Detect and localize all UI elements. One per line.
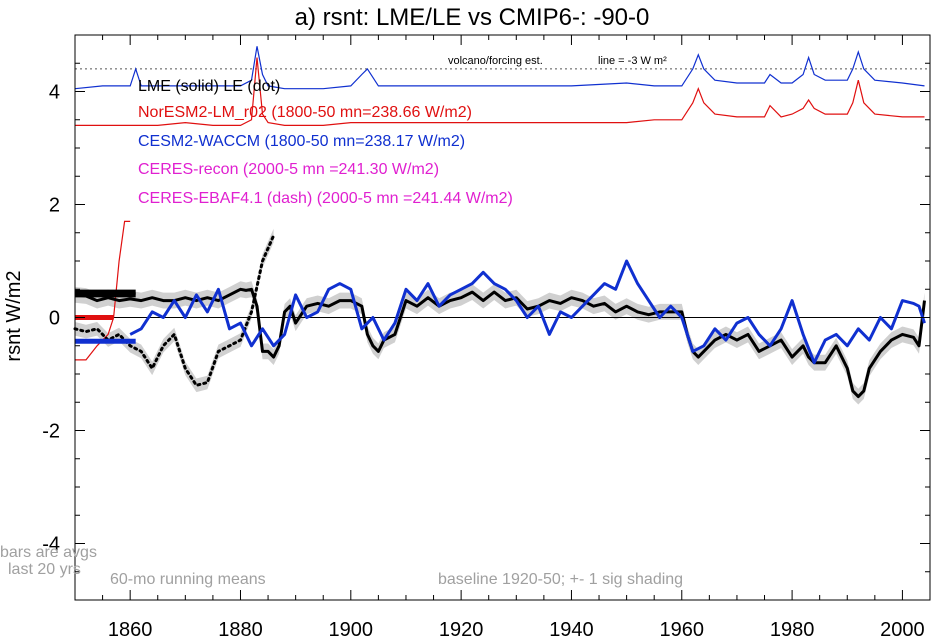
shading-layer	[75, 228, 925, 405]
x-tick-label: 1940	[549, 619, 594, 641]
y-tick-label: -2	[42, 421, 60, 443]
series-layer	[73, 46, 926, 399]
legend-ceres-ebaf: CERES-EBAF4.1 (dash) (2000-5 mn =241.44 …	[138, 190, 513, 207]
volcano-series-2	[75, 220, 131, 361]
series-line-2	[129, 259, 926, 365]
x-tick-label: 1860	[108, 619, 153, 641]
series-line-1	[73, 234, 276, 387]
volcano-series-0	[74, 46, 925, 90]
y-axis-label: rsnt W/m2	[3, 270, 25, 361]
x-tick-label: 2000	[880, 619, 925, 641]
volcano-annotation: volcano/forcing est.	[448, 55, 543, 67]
y-tick-label: 0	[49, 308, 60, 330]
le-sigma-band	[75, 228, 274, 393]
baseline-note: baseline 1920-50; +- 1 sig shading	[438, 571, 683, 588]
bars-note-line2: last 20 yrs	[8, 561, 81, 578]
legend-ceres-recon: CERES-recon (2000-5 mn =241.30 W/m2)	[138, 161, 439, 178]
y-tick-label: 4	[49, 82, 60, 104]
series-line-0	[74, 287, 926, 399]
legend-cesm: CESM2-WACCM (1800-50 mn=238.17 W/m2)	[138, 133, 465, 150]
x-tick-label: 1920	[439, 619, 484, 641]
x-tick-label: 1980	[770, 619, 815, 641]
bars-note-line1: bars are avgs	[0, 544, 97, 561]
reference-lines	[75, 68, 930, 318]
x-tick-label: 1960	[660, 619, 705, 641]
y-tick-label: -4	[42, 534, 60, 556]
lme-sigma-band	[75, 281, 925, 405]
chart-title: a) rsnt: LME/LE vs CMIP6-: -90-0	[295, 4, 650, 31]
y-tick-label: 2	[49, 195, 60, 217]
volcano-line-annotation: line = -3 W m²	[598, 55, 667, 67]
legend-lme: LME (solid) LE (dot)	[138, 78, 280, 95]
x-tick-label: 1880	[218, 619, 263, 641]
running-mean-note: 60-mo running means	[110, 571, 266, 588]
volcano-series-1	[75, 57, 925, 126]
legend: LME (solid) LE (dot) NorESM2-LM_r02 (180…	[138, 78, 513, 207]
x-tick-label: 1900	[329, 619, 374, 641]
axes: 1860 1880 1900 1920 1940 1960 1980 2000 4 2 0 -2 -4	[42, 34, 931, 641]
legend-noresm: NorESM2-LM_r02 (1800-50 mn=238.66 W/m2)	[138, 104, 472, 121]
